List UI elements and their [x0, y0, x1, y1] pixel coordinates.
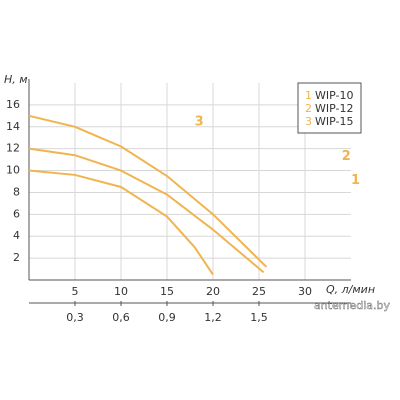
x2-tick-label: 0,3	[66, 311, 84, 324]
curve	[28, 169, 214, 276]
legend-label: WIP-15	[315, 115, 353, 128]
y-tick-label: 8	[13, 185, 20, 198]
curve-label: 2	[342, 149, 351, 164]
legend-label: WIP-10	[315, 89, 353, 102]
x-tick-label: 20	[206, 285, 220, 298]
x-tick-label: 10	[114, 285, 128, 298]
watermark: antemedia.by	[314, 299, 391, 312]
x-tick-label: 5	[72, 285, 79, 298]
legend-number: 1	[305, 89, 312, 102]
x2-tick-label: 0,6	[112, 311, 130, 324]
x-axis-label: Q, л/мин	[326, 283, 375, 296]
curve	[28, 147, 265, 274]
legend-number: 3	[305, 115, 312, 128]
curve-label: 3	[195, 114, 204, 129]
y-tick-label: 12	[6, 142, 20, 155]
legend-number: 2	[305, 102, 312, 115]
y-tick-label: 4	[13, 229, 20, 242]
y-tick-label: 14	[6, 120, 20, 133]
y-tick-label: 6	[13, 207, 20, 220]
y-tick-label: 2	[13, 251, 20, 264]
y-tick-label: 16	[6, 98, 20, 111]
x-tick-label: 30	[298, 285, 312, 298]
legend-box	[297, 82, 362, 134]
y-axis-label: H, м	[4, 73, 28, 86]
legend-label: WIP-12	[315, 102, 353, 115]
curve	[28, 114, 268, 268]
x2-tick-label: 0,9	[158, 311, 176, 324]
y-tick-label: 10	[6, 164, 20, 177]
x2-tick-label: 1,2	[204, 311, 222, 324]
x-tick-label: 25	[252, 285, 266, 298]
x2-tick-label: 1,5	[250, 311, 268, 324]
x-tick-label: 15	[160, 285, 174, 298]
curve-label: 1	[351, 173, 360, 188]
